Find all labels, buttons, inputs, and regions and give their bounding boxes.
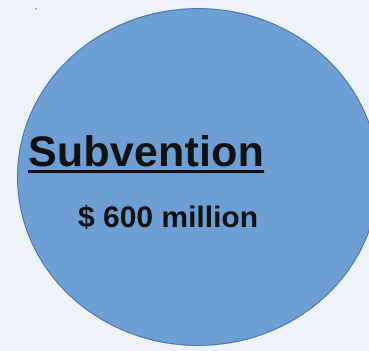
- decorative-dot: [35, 8, 37, 10]
- circle-amount: $ 600 million: [78, 201, 259, 234]
- circle-title: Subvention: [28, 128, 265, 176]
- subvention-circle: [17, 8, 369, 346]
